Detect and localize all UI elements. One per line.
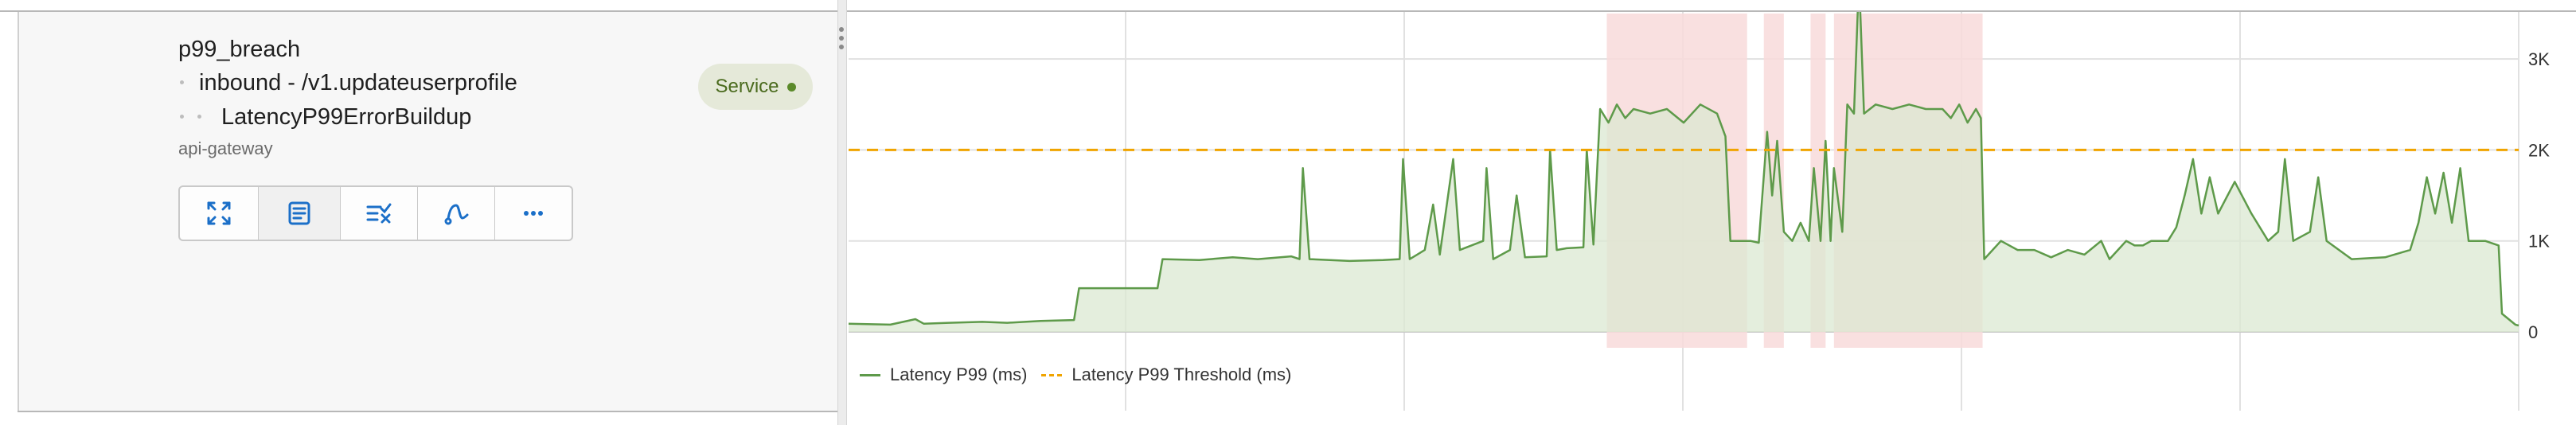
more-icon bbox=[524, 211, 543, 216]
bottom-border bbox=[18, 411, 837, 412]
latency-chart: 0 1K 2K 3K bbox=[847, 12, 2576, 411]
service-name: api-gateway bbox=[178, 138, 273, 158]
alert-name: p99_breach bbox=[178, 37, 301, 62]
expand-icon bbox=[207, 201, 231, 225]
legend-item-threshold[interactable]: Latency P99 Threshold (ms) bbox=[1041, 365, 1291, 385]
status-dot bbox=[786, 82, 796, 92]
legend-label: Latency P99 (ms) bbox=[890, 365, 1028, 384]
service-badge[interactable]: Service bbox=[698, 64, 813, 110]
grip-dot bbox=[839, 36, 844, 41]
tree-bullet bbox=[180, 115, 184, 119]
chart-legend: Latency P99 (ms) Latency P99 Threshold (… bbox=[860, 365, 1291, 385]
grip-dot bbox=[839, 45, 844, 49]
latency-area bbox=[849, 12, 2519, 332]
resize-handle[interactable] bbox=[837, 0, 847, 425]
detector-label: LatencyP99ErrorBuildup bbox=[221, 104, 472, 130]
service-badge-label: Service bbox=[715, 76, 779, 97]
tree-bullet bbox=[197, 115, 201, 119]
y-tick-label: 2K bbox=[2528, 140, 2550, 160]
legend-swatch-solid bbox=[860, 373, 880, 376]
more-button[interactable] bbox=[495, 187, 572, 240]
document-icon bbox=[288, 201, 310, 225]
y-tick-label: 3K bbox=[2528, 49, 2550, 69]
y-tick-label: 1K bbox=[2528, 232, 2550, 251]
latency-p99-line bbox=[848, 12, 2519, 327]
details-button[interactable] bbox=[259, 187, 341, 240]
legend-item-latency[interactable]: Latency P99 (ms) bbox=[860, 365, 1027, 385]
y-tick-label: 0 bbox=[2528, 322, 2538, 342]
alert-toolbar bbox=[178, 185, 573, 241]
grip-dot bbox=[839, 27, 844, 32]
legend-label: Latency P99 Threshold (ms) bbox=[1071, 365, 1292, 384]
expand-button[interactable] bbox=[180, 187, 259, 240]
filter-check-button[interactable] bbox=[341, 187, 418, 240]
route-label: inbound - /v1.updateuserprofile bbox=[199, 70, 517, 96]
top-border bbox=[0, 10, 2576, 12]
curve-button[interactable] bbox=[418, 187, 495, 240]
legend-swatch-dashed bbox=[1041, 373, 1063, 376]
curve-icon bbox=[444, 204, 469, 225]
tree-bullet bbox=[180, 80, 184, 84]
filter-check-icon bbox=[366, 203, 392, 224]
